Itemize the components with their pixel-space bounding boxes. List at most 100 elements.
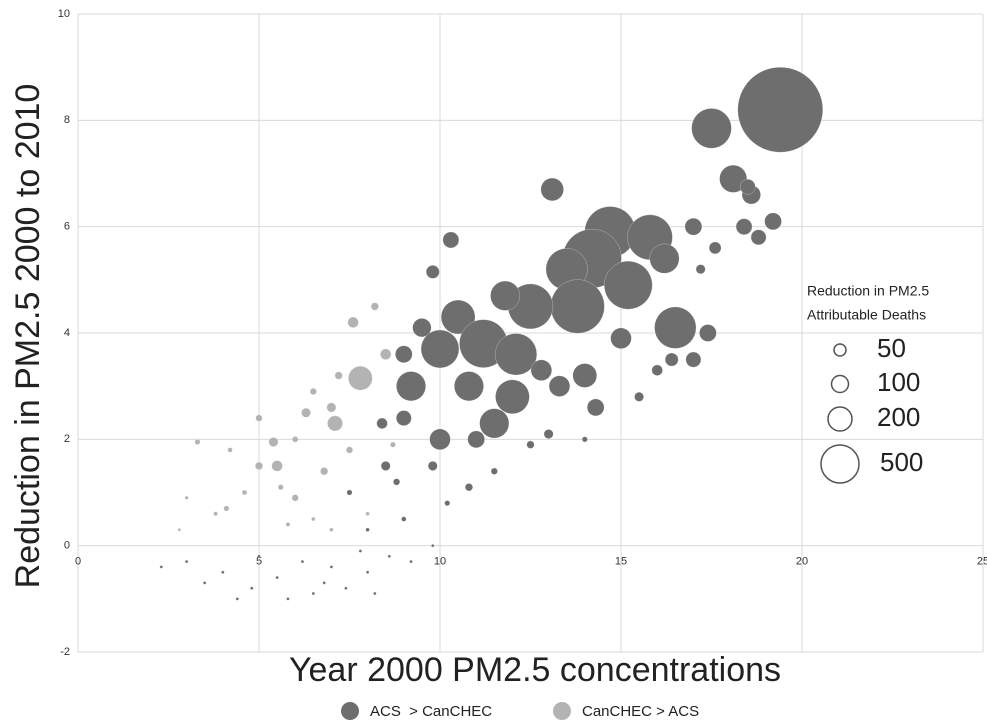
bubble bbox=[543, 429, 554, 439]
bubble bbox=[479, 408, 510, 439]
bubble bbox=[223, 505, 230, 512]
size-legend-title: Reduction in PM2.5 bbox=[807, 283, 929, 299]
x-tick-label: 20 bbox=[796, 556, 808, 568]
bubble bbox=[739, 178, 756, 195]
size-legend-title: Attributable Deaths bbox=[807, 307, 926, 323]
bubble bbox=[586, 398, 605, 417]
bubble bbox=[425, 265, 440, 279]
bubble bbox=[329, 527, 334, 532]
bubble bbox=[320, 467, 329, 476]
bubble bbox=[241, 489, 248, 496]
bubble bbox=[365, 511, 370, 516]
bubble bbox=[440, 299, 476, 335]
bubble bbox=[454, 371, 484, 402]
y-tick-label: 4 bbox=[64, 327, 70, 339]
bubble bbox=[365, 527, 370, 532]
bubble bbox=[235, 597, 239, 601]
bubble bbox=[159, 565, 163, 569]
bubble bbox=[291, 494, 299, 502]
bubble bbox=[572, 363, 598, 388]
bubble bbox=[177, 528, 182, 532]
bubble bbox=[329, 565, 334, 569]
bubble bbox=[409, 559, 413, 564]
bubble bbox=[309, 387, 317, 395]
bubble bbox=[395, 410, 412, 426]
bubble bbox=[610, 327, 632, 349]
bubble bbox=[301, 407, 311, 418]
bubble bbox=[442, 231, 460, 249]
bubble bbox=[699, 324, 717, 342]
bubble bbox=[311, 516, 316, 522]
bubble bbox=[227, 447, 233, 453]
bubble bbox=[412, 318, 432, 338]
bubble bbox=[490, 280, 521, 311]
bubble bbox=[691, 108, 732, 149]
bubble bbox=[427, 461, 438, 471]
bubble bbox=[221, 570, 225, 574]
bubble bbox=[255, 414, 263, 422]
bubble bbox=[327, 415, 343, 432]
size-legend-label: 200 bbox=[877, 402, 920, 432]
size-legend-label: 100 bbox=[877, 367, 920, 397]
bubble bbox=[365, 570, 370, 574]
y-tick-label: 6 bbox=[64, 221, 70, 233]
size-legend-circle bbox=[820, 444, 860, 484]
bubble bbox=[346, 489, 353, 496]
size-legend-circle bbox=[833, 343, 847, 357]
bubble bbox=[286, 597, 290, 601]
bubble bbox=[373, 591, 377, 596]
bubble bbox=[664, 352, 679, 367]
bubble bbox=[271, 460, 283, 472]
x-tick-label: 5 bbox=[256, 556, 262, 568]
bubble bbox=[275, 575, 279, 580]
bubble bbox=[684, 217, 703, 236]
x-tick-label: 25 bbox=[977, 556, 987, 568]
legend-label: ACS > CanCHEC bbox=[370, 703, 492, 720]
x-axis-label: Year 2000 PM2.5 concentrations bbox=[289, 651, 781, 689]
size-legend-circle bbox=[827, 406, 853, 432]
bubble bbox=[540, 177, 564, 202]
bubble bbox=[695, 264, 706, 275]
bubble bbox=[326, 402, 337, 413]
bubble bbox=[334, 371, 343, 380]
legend-label: CanCHEC > ACS bbox=[582, 703, 699, 720]
bubble bbox=[346, 446, 353, 454]
size-legend-label: 50 bbox=[877, 333, 906, 363]
bubble bbox=[292, 436, 299, 443]
bubble bbox=[393, 478, 401, 486]
bubble bbox=[194, 439, 201, 445]
bubble bbox=[494, 333, 538, 376]
bubble bbox=[495, 379, 530, 414]
bubble bbox=[526, 440, 535, 449]
y-tick-label: 0 bbox=[64, 540, 70, 552]
bubble bbox=[530, 359, 552, 381]
bubble bbox=[396, 371, 426, 402]
bubble bbox=[550, 279, 605, 334]
bubble bbox=[395, 345, 413, 363]
bubble bbox=[203, 581, 207, 585]
bubble bbox=[464, 483, 473, 492]
bubble bbox=[649, 243, 680, 274]
size-legend-label: 500 bbox=[880, 447, 923, 477]
bubble bbox=[634, 391, 644, 402]
bubble bbox=[277, 484, 284, 491]
bubble bbox=[268, 437, 279, 447]
bubble bbox=[581, 436, 588, 443]
bubble bbox=[429, 428, 451, 450]
bubble bbox=[347, 316, 359, 328]
bubble bbox=[358, 549, 363, 553]
bubble bbox=[390, 441, 396, 448]
bubble bbox=[735, 218, 753, 235]
legend-marker bbox=[553, 702, 571, 720]
bubble bbox=[213, 511, 218, 517]
bubble bbox=[603, 260, 653, 310]
y-tick-label: 10 bbox=[58, 8, 70, 20]
bubble bbox=[254, 461, 264, 470]
bubble bbox=[548, 375, 571, 397]
legend-marker bbox=[341, 702, 359, 720]
bubble bbox=[708, 241, 722, 255]
bubble bbox=[311, 591, 315, 596]
bubble bbox=[376, 417, 388, 429]
x-tick-label: 10 bbox=[434, 556, 446, 568]
